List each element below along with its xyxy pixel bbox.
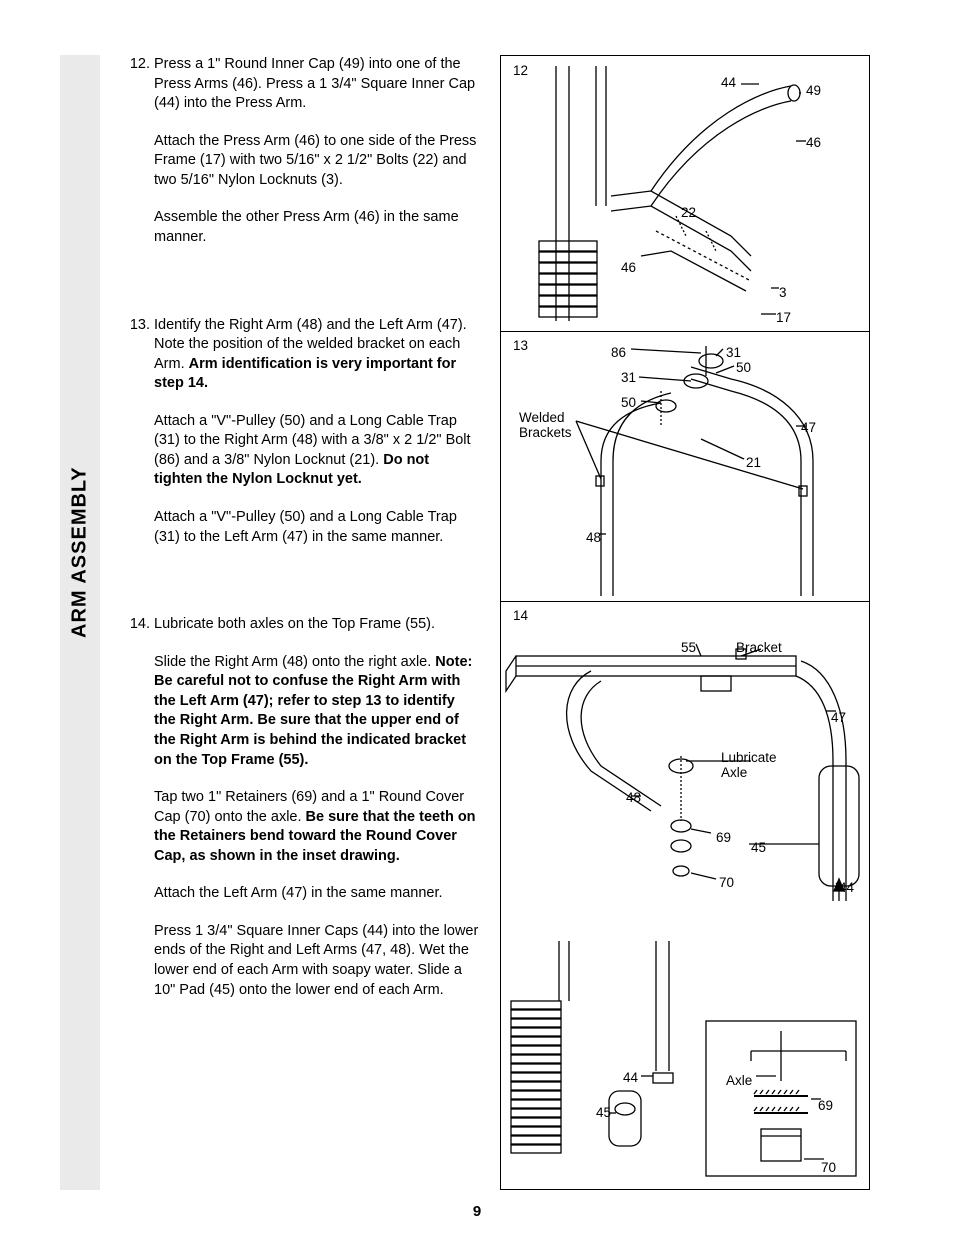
diagram-callout-label: 22 bbox=[681, 206, 696, 221]
section-title: ARM ASSEMBLY bbox=[69, 598, 92, 638]
instruction-step: 13.Identify the Right Arm (48) and the L… bbox=[120, 316, 480, 548]
step-paragraph: Attach the Press Arm (46) to one side of… bbox=[154, 132, 480, 191]
diagram-callout-label: 55 bbox=[681, 641, 696, 656]
diagram-column: 124449462246317138631315050WeldedBracket… bbox=[500, 55, 870, 1190]
text-run: Press 1 3/4" Square Inner Caps (44) into… bbox=[154, 923, 478, 998]
step-body: Press a 1" Round Inner Cap (49) into one… bbox=[154, 55, 480, 248]
text-run: Slide the Right Arm (48) onto the right … bbox=[154, 654, 435, 670]
step-paragraph: Assemble the other Press Arm (46) in the… bbox=[154, 208, 480, 247]
diagram-callout-label: 69 bbox=[818, 1099, 833, 1114]
diagram-callout-label: 50 bbox=[736, 361, 751, 376]
diagram-callout-label: 86 bbox=[611, 346, 626, 361]
step-paragraph: Attach a "V"-Pulley (50) and a Long Cabl… bbox=[154, 412, 480, 490]
diagram-callout-label: LubricateAxle bbox=[721, 751, 791, 781]
diagram-callout-label: Bracket bbox=[736, 641, 782, 656]
text-run: Lubricate both axles on the Top Frame (5… bbox=[154, 616, 435, 632]
diagram-callout-label: Axle bbox=[726, 1074, 752, 1089]
diagram-callout-label: 48 bbox=[626, 791, 641, 806]
diagram-step-number: 14 bbox=[513, 609, 528, 624]
diagram-callout-label: 17 bbox=[776, 311, 791, 326]
diagram-callout-label: 47 bbox=[831, 711, 846, 726]
diagram-panel-14 bbox=[501, 601, 871, 1191]
diagram-step-number: 13 bbox=[513, 339, 528, 354]
diagram-callout-label: 50 bbox=[621, 396, 636, 411]
instruction-step: 14.Lubricate both axles on the Top Frame… bbox=[120, 615, 480, 1000]
diagram-callout-label: WeldedBrackets bbox=[519, 411, 589, 441]
page-number: 9 bbox=[0, 1203, 954, 1220]
text-run: Assemble the other Press Arm (46) in the… bbox=[154, 209, 459, 245]
step-paragraph: Press a 1" Round Inner Cap (49) into one… bbox=[154, 55, 480, 114]
diagram-panel-13 bbox=[501, 331, 871, 601]
diagram-callout-label: 21 bbox=[746, 456, 761, 471]
diagram-callout-label: 44 bbox=[623, 1071, 638, 1086]
text-run: Arm identification is very important for… bbox=[154, 356, 456, 392]
step-body: Lubricate both axles on the Top Frame (5… bbox=[154, 615, 480, 1000]
diagram-callout-label: 48 bbox=[586, 531, 601, 546]
text-run: Press a 1" Round Inner Cap (49) into one… bbox=[154, 56, 475, 111]
step-paragraph: Slide the Right Arm (48) onto the right … bbox=[154, 653, 480, 770]
step-number: 14. bbox=[120, 615, 154, 1000]
step-paragraph: Attach the Left Arm (47) in the same man… bbox=[154, 884, 480, 904]
diagram-callout-label: 31 bbox=[726, 346, 741, 361]
step-paragraph: Press 1 3/4" Square Inner Caps (44) into… bbox=[154, 922, 480, 1000]
diagram-callout-label: 46 bbox=[806, 136, 821, 151]
diagram-callout-label: 49 bbox=[806, 84, 821, 99]
diagram-callout-label: 31 bbox=[621, 371, 636, 386]
instruction-column: 12.Press a 1" Round Inner Cap (49) into … bbox=[120, 55, 480, 1000]
diagram-callout-label: 44 bbox=[839, 881, 854, 896]
step-paragraph: Tap two 1" Retainers (69) and a 1" Round… bbox=[154, 788, 480, 866]
diagram-callout-label: 69 bbox=[716, 831, 731, 846]
diagram-callout-label: 70 bbox=[821, 1161, 836, 1176]
text-run: Attach the Press Arm (46) to one side of… bbox=[154, 133, 476, 188]
diagram-callout-label: 70 bbox=[719, 876, 734, 891]
text-run: Attach a "V"-Pulley (50) and a Long Cabl… bbox=[154, 509, 457, 545]
text-run: Attach the Left Arm (47) in the same man… bbox=[154, 885, 443, 901]
step-paragraph: Lubricate both axles on the Top Frame (5… bbox=[154, 615, 480, 635]
diagram-callout-label: 45 bbox=[751, 841, 766, 856]
diagram-callout-label: 47 bbox=[801, 421, 816, 436]
instruction-step: 12.Press a 1" Round Inner Cap (49) into … bbox=[120, 55, 480, 248]
step-paragraph: Identify the Right Arm (48) and the Left… bbox=[154, 316, 480, 394]
diagram-callout-label: 44 bbox=[721, 76, 736, 91]
step-number: 12. bbox=[120, 55, 154, 248]
text-run: Note: Be careful not to confuse the Righ… bbox=[154, 654, 472, 768]
diagram-callout-label: 3 bbox=[779, 286, 787, 301]
step-body: Identify the Right Arm (48) and the Left… bbox=[154, 316, 480, 548]
diagram-callout-label: 45 bbox=[596, 1106, 611, 1121]
diagram-step-number: 12 bbox=[513, 64, 528, 79]
step-paragraph: Attach a "V"-Pulley (50) and a Long Cabl… bbox=[154, 508, 480, 547]
diagram-callout-label: 46 bbox=[621, 261, 636, 276]
step-number: 13. bbox=[120, 316, 154, 548]
